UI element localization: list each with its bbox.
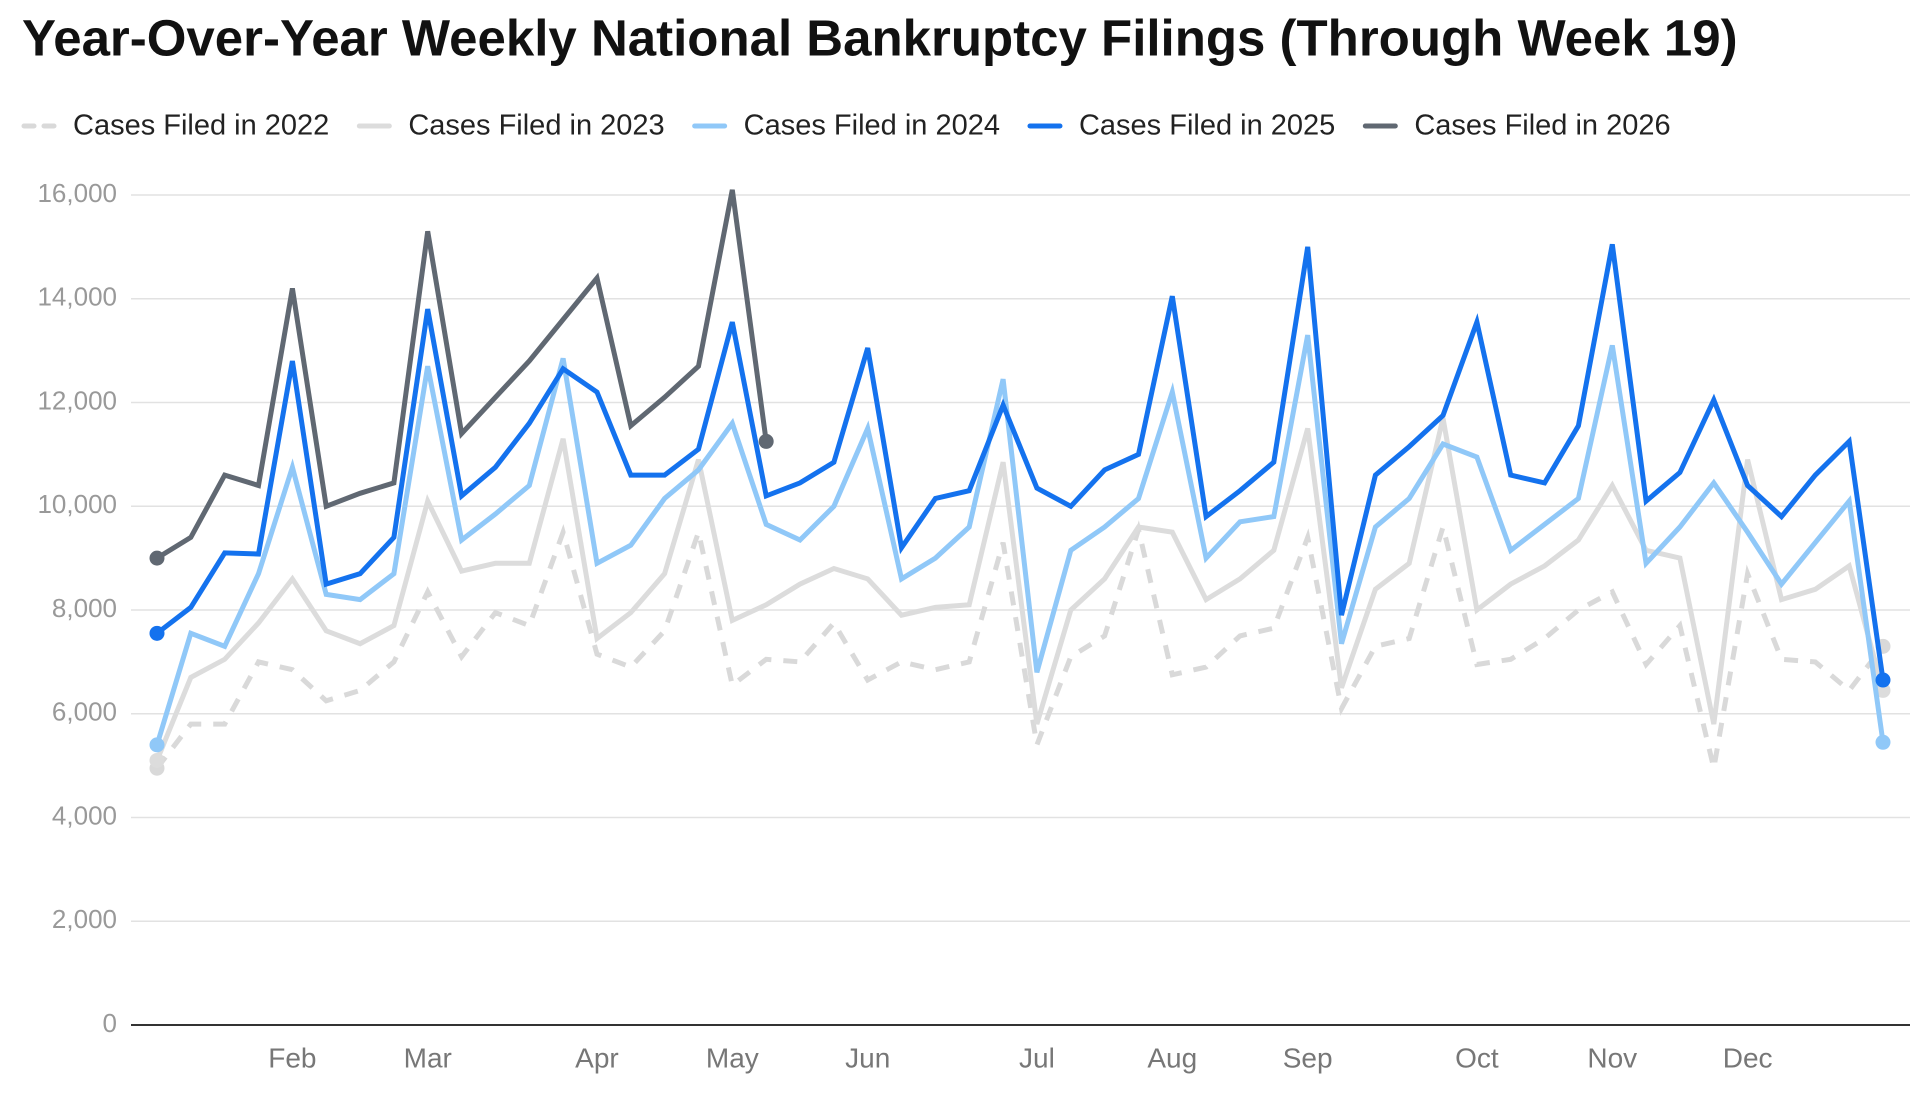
x-tick-label: Oct	[1455, 1042, 1499, 1073]
end-point	[149, 737, 165, 753]
x-tick-label: Apr	[575, 1042, 619, 1073]
legend-label: Cases Filed in 2023	[408, 110, 664, 142]
end-point	[149, 625, 165, 641]
legend-label: Cases Filed in 2022	[73, 110, 329, 142]
y-tick-label: 12,000	[37, 385, 117, 415]
y-tick-label: 0	[103, 1008, 117, 1038]
series-line	[155, 189, 769, 561]
legend-label: Cases Filed in 2024	[744, 110, 1000, 142]
y-tick-label: 4,000	[52, 800, 117, 830]
y-tick-label: 8,000	[52, 593, 117, 623]
end-point	[149, 550, 165, 566]
end-point	[149, 752, 165, 768]
y-tick-label: 14,000	[37, 282, 117, 312]
y-tick-label: 10,000	[37, 489, 117, 519]
series-line	[154, 417, 1886, 762]
series-line	[155, 517, 1885, 770]
y-tick-label: 2,000	[52, 904, 117, 934]
end-point	[758, 433, 774, 449]
end-point	[1875, 682, 1891, 698]
x-tick-label: Jul	[1019, 1042, 1055, 1073]
end-point	[1875, 734, 1891, 750]
end-point	[1875, 672, 1891, 688]
y-tick-label: 6,000	[52, 697, 117, 727]
x-tick-label: Sep	[1283, 1042, 1333, 1073]
x-tick-label: Dec	[1723, 1042, 1773, 1073]
chart-title: Year-Over-Year Weekly National Bankruptc…	[22, 9, 1738, 66]
x-tick-label: Aug	[1147, 1042, 1197, 1073]
series-line	[155, 243, 1886, 681]
x-tick-label: Nov	[1587, 1042, 1637, 1073]
y-tick-label: 16,000	[37, 178, 117, 208]
x-tick-label: Feb	[268, 1042, 316, 1073]
legend-label: Cases Filed in 2026	[1414, 110, 1670, 142]
x-tick-label: Jun	[845, 1042, 890, 1073]
x-tick-label: Mar	[404, 1042, 452, 1073]
legend-label: Cases Filed in 2025	[1079, 110, 1335, 142]
x-tick-label: May	[706, 1042, 759, 1073]
series-line	[154, 334, 1886, 746]
